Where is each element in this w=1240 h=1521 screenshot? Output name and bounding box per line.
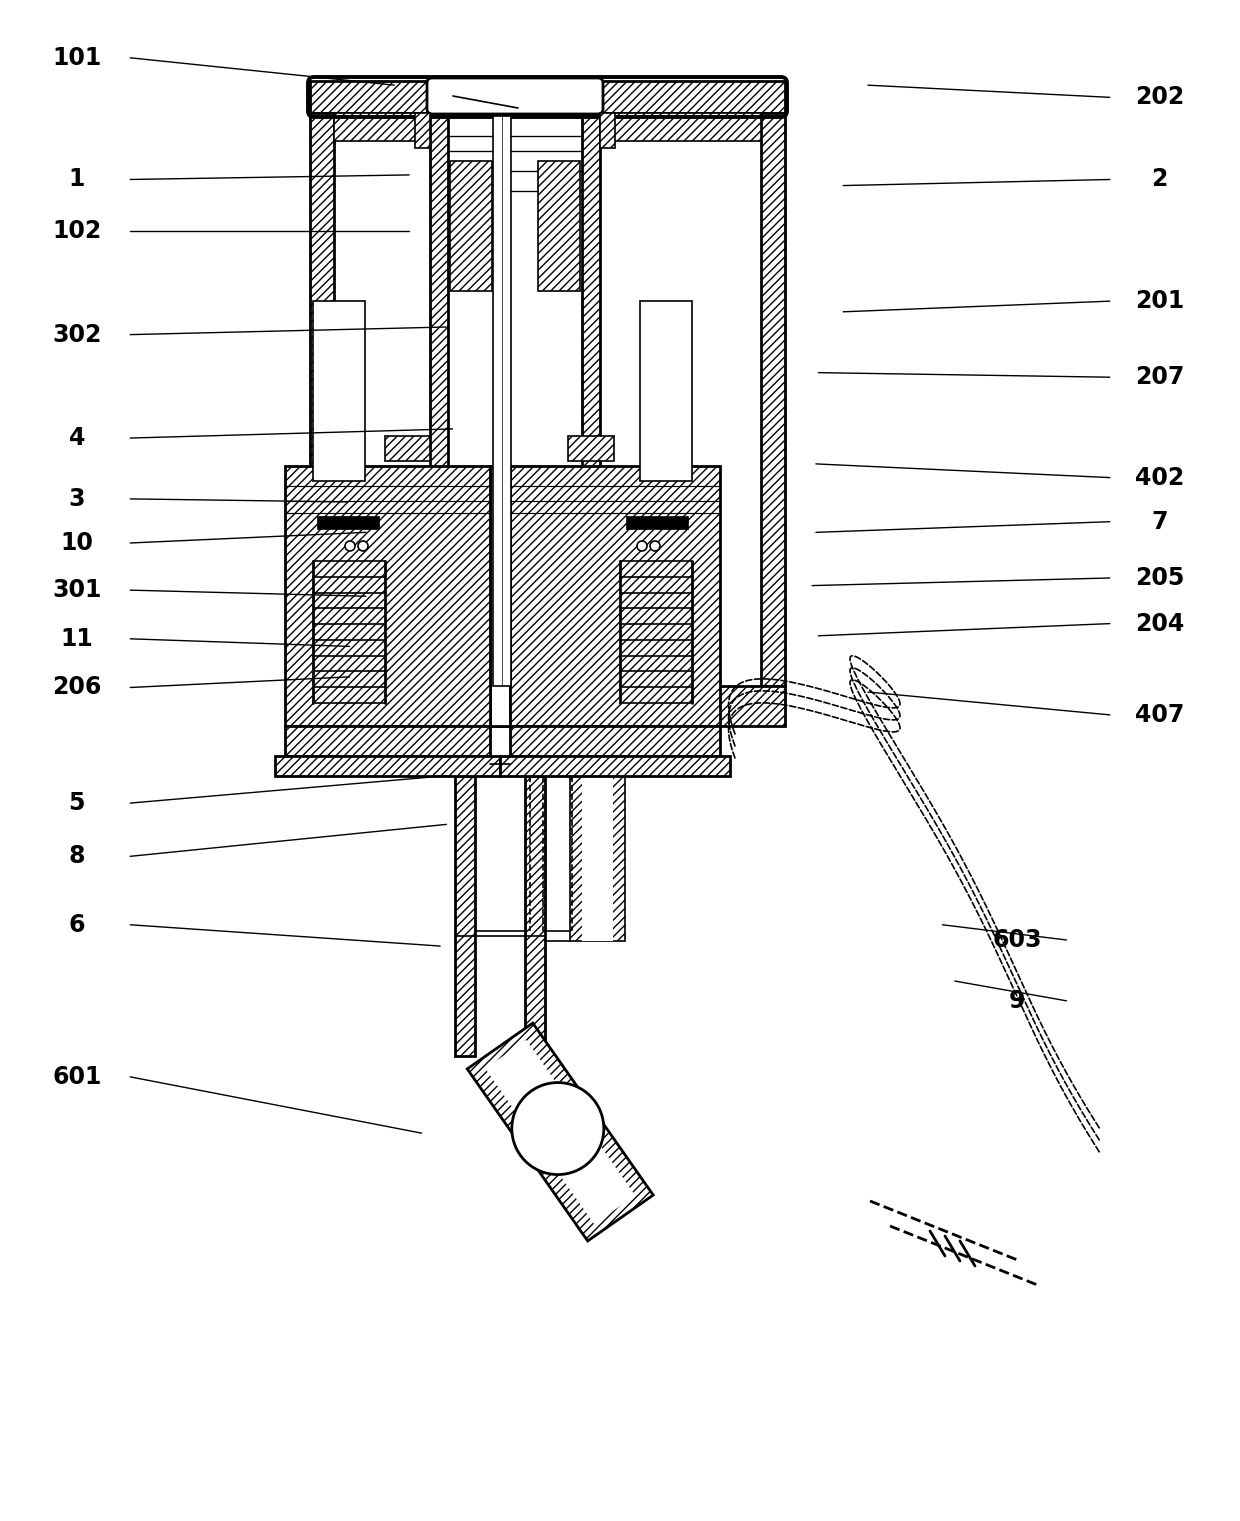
Text: 1: 1: [68, 167, 86, 192]
Polygon shape: [285, 465, 490, 726]
Polygon shape: [384, 437, 430, 461]
Text: 101: 101: [52, 46, 102, 70]
Polygon shape: [310, 686, 785, 726]
Text: 102: 102: [52, 219, 102, 243]
Polygon shape: [430, 113, 448, 686]
Polygon shape: [510, 465, 720, 726]
Polygon shape: [510, 726, 720, 756]
Text: 5: 5: [68, 791, 86, 815]
Text: 206: 206: [52, 675, 102, 700]
Text: 207: 207: [1135, 365, 1184, 389]
Polygon shape: [490, 465, 510, 726]
Text: 6: 6: [68, 913, 86, 937]
Polygon shape: [761, 113, 785, 686]
Polygon shape: [525, 776, 546, 1056]
FancyBboxPatch shape: [427, 78, 603, 114]
Polygon shape: [450, 161, 492, 291]
Text: 402: 402: [1135, 465, 1184, 490]
Polygon shape: [275, 756, 500, 776]
Polygon shape: [312, 301, 365, 481]
Circle shape: [345, 541, 355, 551]
Text: 11: 11: [61, 627, 93, 651]
Polygon shape: [538, 161, 580, 291]
Text: 202: 202: [1135, 85, 1184, 110]
Polygon shape: [494, 116, 511, 686]
Text: 9: 9: [1008, 989, 1025, 1013]
Polygon shape: [568, 437, 614, 461]
Polygon shape: [500, 756, 730, 776]
Polygon shape: [582, 776, 613, 941]
Circle shape: [650, 541, 660, 551]
Polygon shape: [455, 776, 475, 1056]
Polygon shape: [570, 776, 625, 941]
Text: 204: 204: [1135, 611, 1184, 636]
Polygon shape: [626, 516, 688, 529]
Text: 10: 10: [61, 531, 93, 555]
Text: 2: 2: [1151, 167, 1168, 192]
Text: 4: 4: [68, 426, 86, 450]
Polygon shape: [310, 113, 334, 686]
Text: 7: 7: [1151, 510, 1168, 534]
Polygon shape: [600, 113, 615, 148]
Polygon shape: [475, 776, 525, 1056]
Text: 205: 205: [1135, 566, 1184, 590]
Text: 8: 8: [68, 844, 86, 868]
Polygon shape: [467, 1024, 653, 1241]
Text: 407: 407: [1135, 703, 1184, 727]
Polygon shape: [600, 113, 761, 141]
Polygon shape: [485, 1040, 635, 1224]
Polygon shape: [448, 113, 582, 686]
Text: 603: 603: [992, 928, 1042, 952]
Polygon shape: [310, 81, 785, 113]
Text: 301: 301: [52, 578, 102, 602]
Polygon shape: [415, 113, 430, 148]
Polygon shape: [582, 113, 600, 686]
Polygon shape: [334, 113, 761, 686]
Polygon shape: [640, 301, 692, 481]
Text: 201: 201: [1135, 289, 1184, 313]
Circle shape: [358, 541, 368, 551]
Text: 601: 601: [52, 1065, 102, 1089]
Circle shape: [512, 1083, 604, 1174]
Polygon shape: [334, 113, 430, 141]
Polygon shape: [430, 81, 600, 113]
Text: 3: 3: [68, 487, 86, 511]
Polygon shape: [285, 726, 490, 756]
Text: 302: 302: [52, 322, 102, 347]
Polygon shape: [317, 516, 379, 529]
Circle shape: [637, 541, 647, 551]
